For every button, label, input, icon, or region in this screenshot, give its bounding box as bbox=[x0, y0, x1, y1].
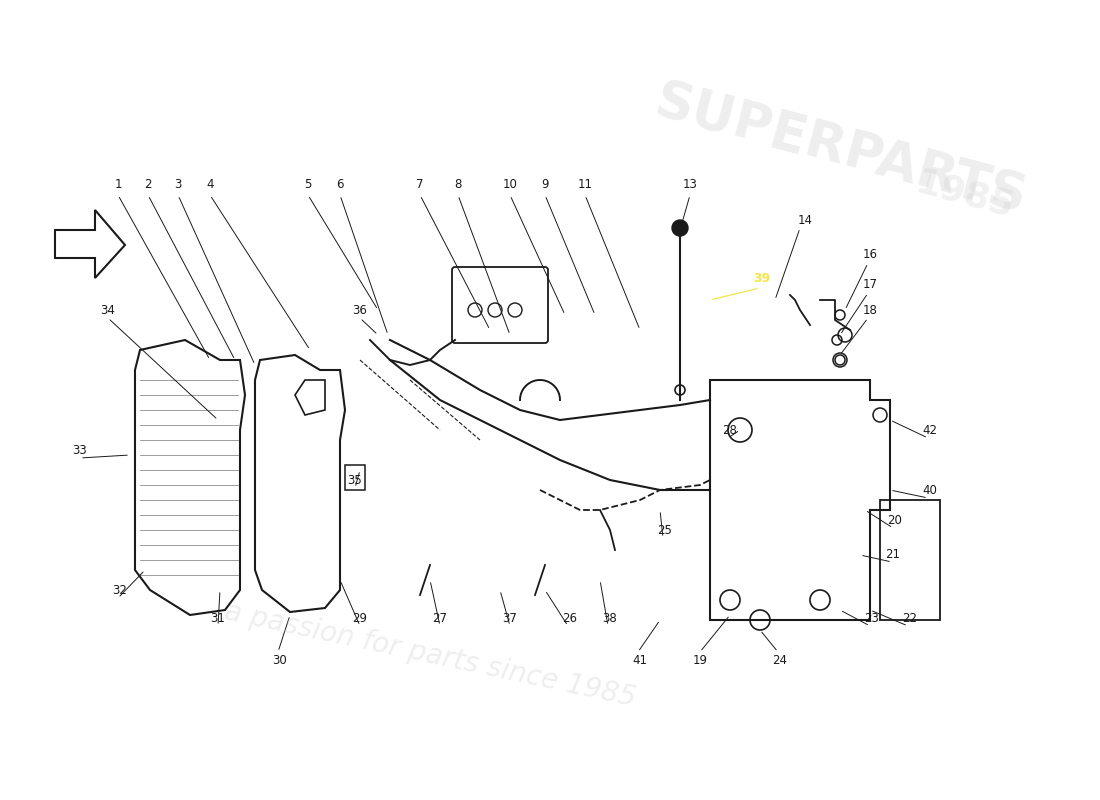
Text: 31: 31 bbox=[210, 611, 225, 625]
Text: a passion for parts since 1985: a passion for parts since 1985 bbox=[222, 598, 638, 712]
Text: 28: 28 bbox=[723, 423, 737, 437]
Text: 1: 1 bbox=[114, 178, 122, 191]
Text: 32: 32 bbox=[112, 583, 128, 597]
Text: 23: 23 bbox=[865, 611, 879, 625]
Text: 18: 18 bbox=[862, 303, 878, 317]
Text: 42: 42 bbox=[923, 423, 937, 437]
Text: 39: 39 bbox=[754, 271, 771, 285]
Text: 36: 36 bbox=[353, 303, 367, 317]
Text: 19: 19 bbox=[693, 654, 707, 666]
Text: 1985: 1985 bbox=[912, 166, 1018, 225]
Text: 22: 22 bbox=[902, 611, 917, 625]
Text: 37: 37 bbox=[503, 611, 517, 625]
Text: 29: 29 bbox=[352, 611, 367, 625]
Text: 10: 10 bbox=[503, 178, 517, 191]
Text: 33: 33 bbox=[73, 443, 87, 457]
Text: 35: 35 bbox=[348, 474, 362, 486]
Text: 20: 20 bbox=[888, 514, 902, 526]
Text: 26: 26 bbox=[562, 611, 578, 625]
Text: 21: 21 bbox=[886, 549, 901, 562]
Text: SUPERPARTS: SUPERPARTS bbox=[648, 75, 1032, 225]
Text: 13: 13 bbox=[683, 178, 697, 191]
Text: 25: 25 bbox=[658, 523, 672, 537]
Text: 30: 30 bbox=[273, 654, 287, 666]
Text: 7: 7 bbox=[416, 178, 424, 191]
Text: 24: 24 bbox=[772, 654, 788, 666]
Text: 8: 8 bbox=[454, 178, 462, 191]
Circle shape bbox=[672, 220, 688, 236]
Text: 2: 2 bbox=[144, 178, 152, 191]
Text: 9: 9 bbox=[541, 178, 549, 191]
Text: 17: 17 bbox=[862, 278, 878, 291]
Text: 27: 27 bbox=[432, 611, 448, 625]
Text: 6: 6 bbox=[337, 178, 343, 191]
Text: 40: 40 bbox=[923, 483, 937, 497]
Text: 41: 41 bbox=[632, 654, 648, 666]
Text: 4: 4 bbox=[207, 178, 213, 191]
Text: 11: 11 bbox=[578, 178, 593, 191]
Text: 16: 16 bbox=[862, 249, 878, 262]
Text: 38: 38 bbox=[603, 611, 617, 625]
Text: 5: 5 bbox=[305, 178, 311, 191]
Text: 14: 14 bbox=[798, 214, 813, 226]
Text: 3: 3 bbox=[174, 178, 182, 191]
Text: 34: 34 bbox=[100, 303, 116, 317]
